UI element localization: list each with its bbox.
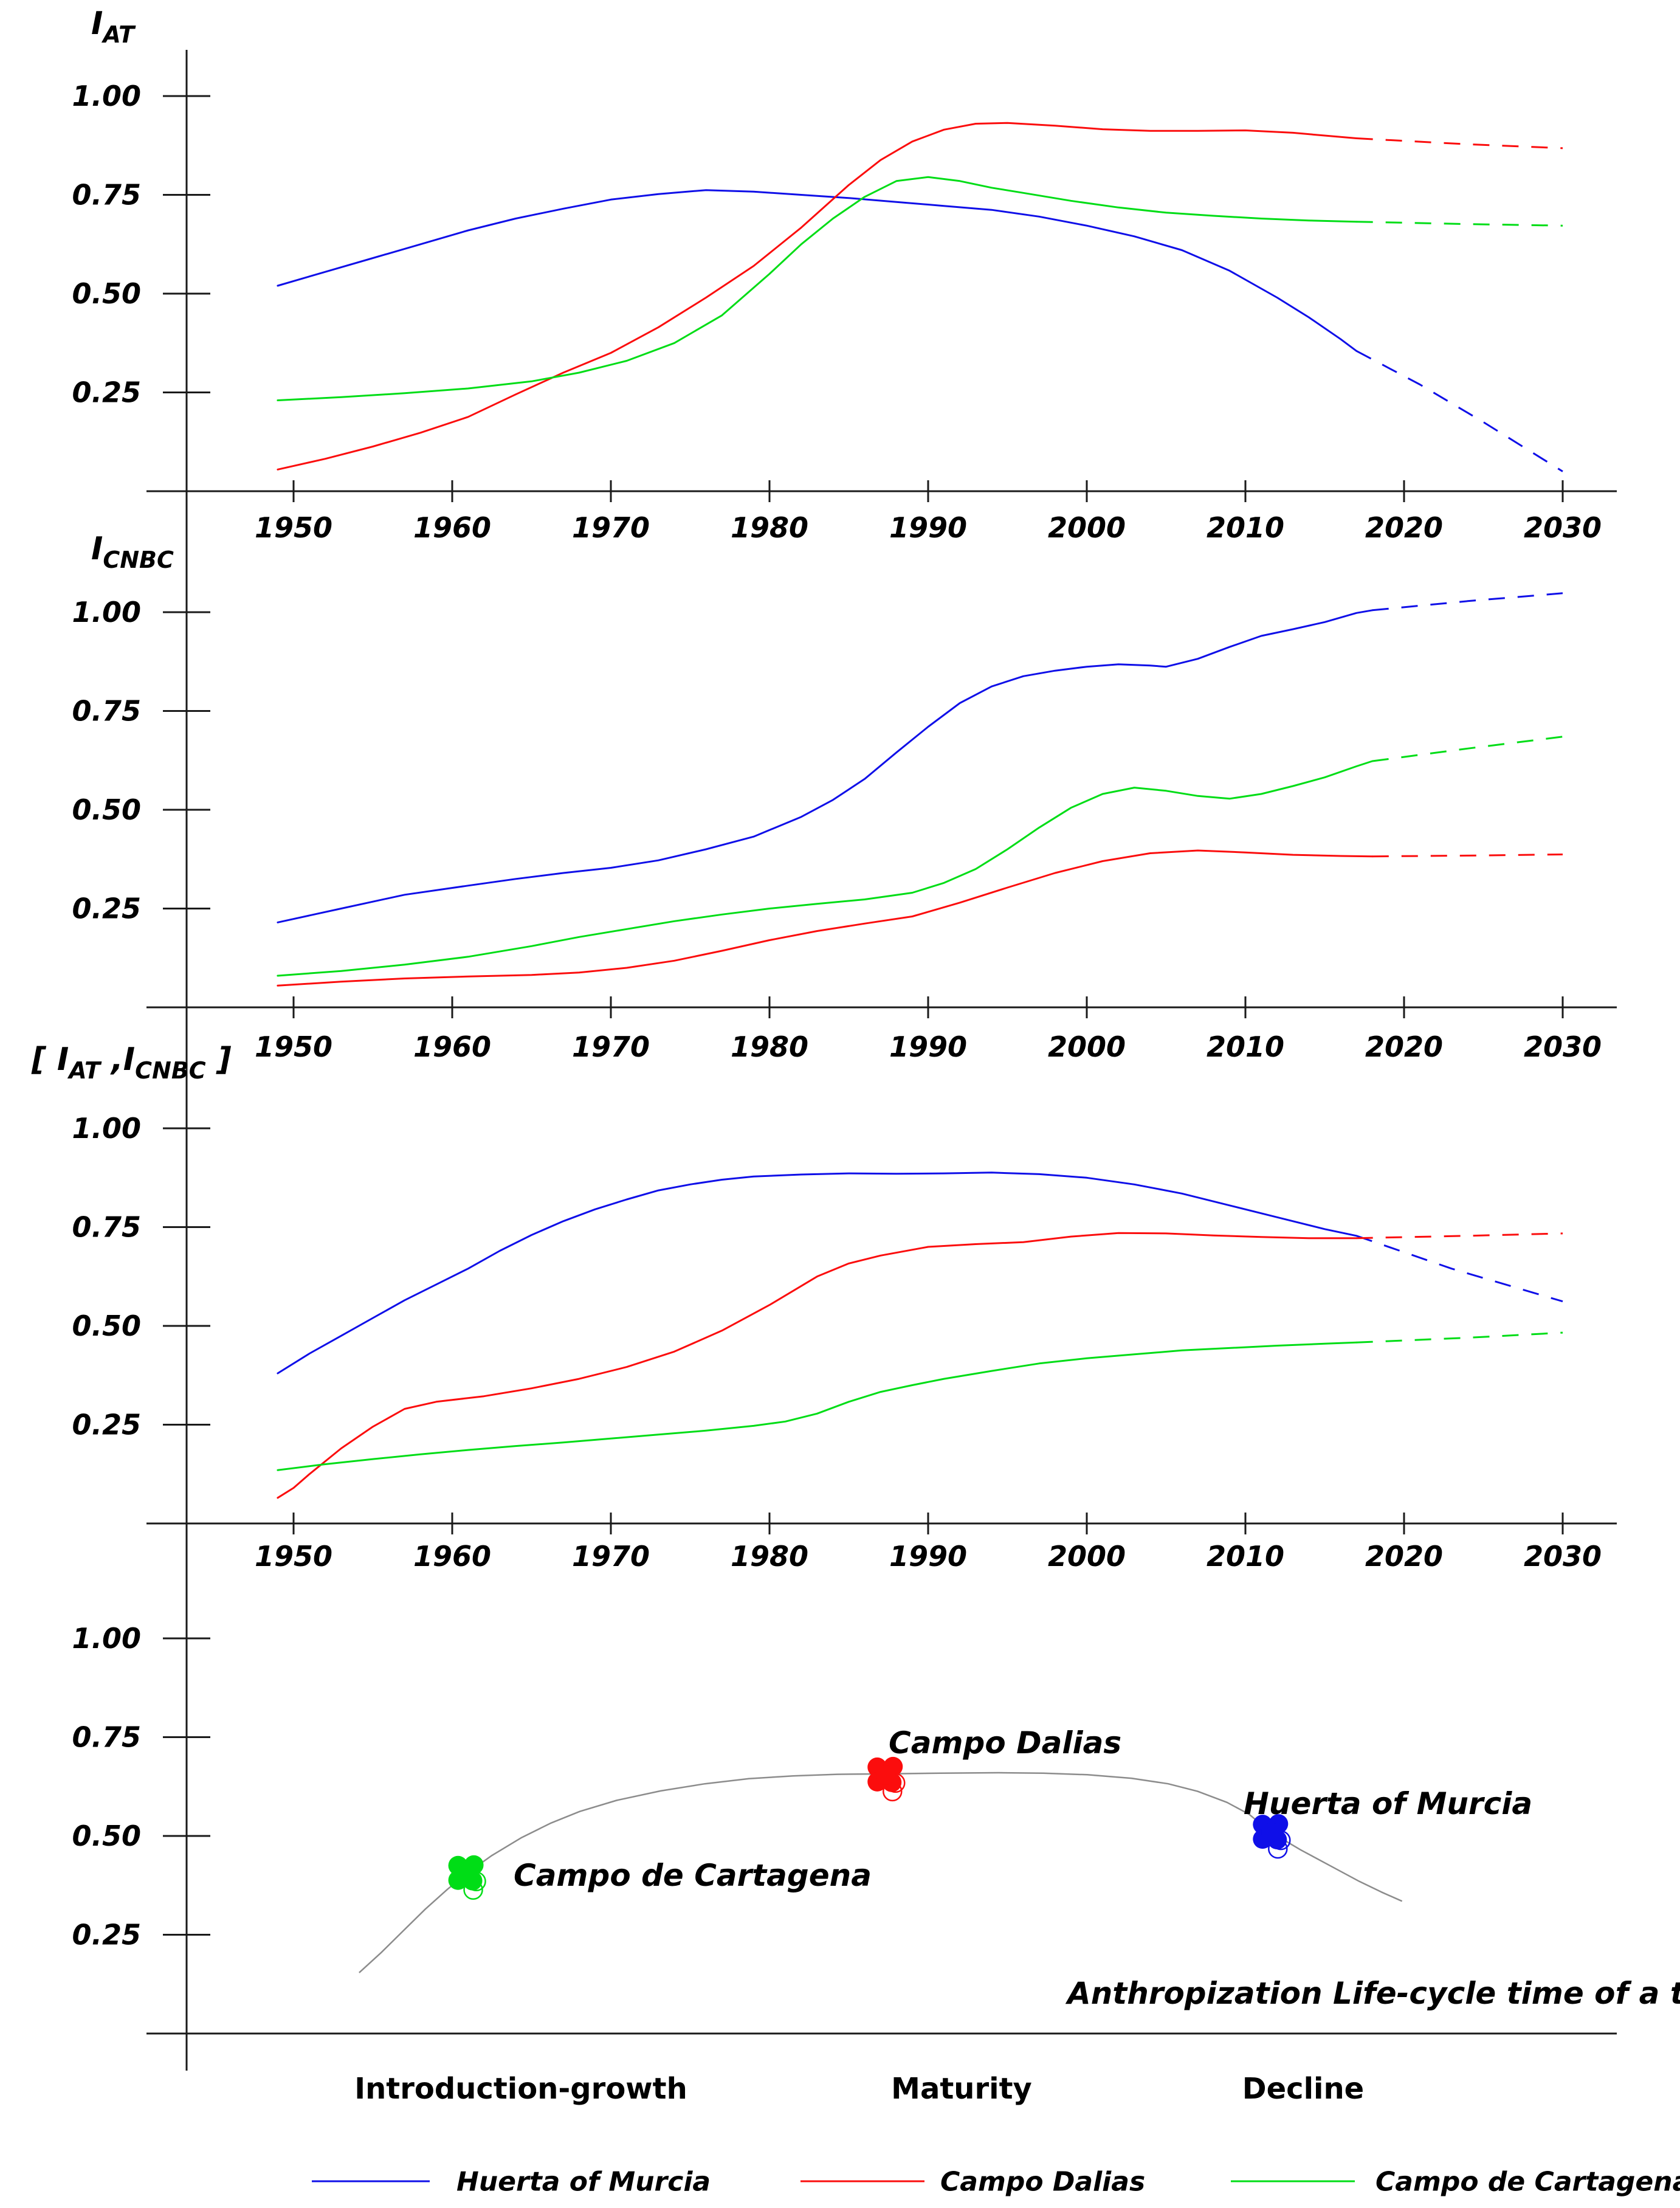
chart-4-ytick-label-0.25: 0.25 xyxy=(72,1919,142,1951)
chart-1-title-part: I xyxy=(91,5,103,42)
chart-3-year-label-1970: 1970 xyxy=(572,1540,650,1573)
chart-3: 1950 1960 1970 1980 1990 2000 2010 2020 2030 1.00… xyxy=(31,1041,1617,1573)
series-campo-de-cartagena-chart3-forecast-dashed xyxy=(1356,1331,1563,1344)
point-cluster-campo-dalias xyxy=(867,1756,906,1802)
chart-1-year-label-2020: 2020 xyxy=(1365,511,1443,544)
chart-1-year-label-2000: 2000 xyxy=(1048,511,1126,544)
chart-1-year-label-1950: 1950 xyxy=(255,511,332,544)
chart-3-ytick-label-1.00: 1.00 xyxy=(72,1112,142,1145)
chart-3-title-part: ,I xyxy=(100,1041,135,1078)
point-label-campo-de-cartagena: Campo de Cartagena xyxy=(514,1858,872,1893)
series-campo-dalias-chart3-forecast-dashed xyxy=(1356,1232,1563,1240)
series-campo-de-cartagena-chart1-solid xyxy=(277,176,1358,401)
chart-2-year-label-1980: 1980 xyxy=(731,1030,808,1063)
series-campo-dalias-chart2-solid xyxy=(277,849,1374,987)
chart-1-ytick-label-1.00: 1.00 xyxy=(72,80,142,112)
chart-2-title-part: I xyxy=(91,531,103,567)
series-huerta-of-murcia-chart3-forecast-dashed xyxy=(1356,1235,1563,1303)
chart-4-ytick-label-0.50: 0.50 xyxy=(72,1820,142,1852)
chart-2-ytick-label-1.00: 1.00 xyxy=(72,596,142,629)
series-campo-dalias-chart3-solid xyxy=(277,1232,1358,1499)
series-campo-dalias-chart1-forecast-dashed xyxy=(1356,137,1563,150)
point-label-huerta-of-murcia: Huerta of Murcia xyxy=(1244,1786,1532,1821)
point-label-campo-dalias: Campo Dalias xyxy=(889,1725,1121,1761)
series-campo-dalias-chart1-solid xyxy=(277,122,1358,471)
chart-3-ytick-label-0.75: 0.75 xyxy=(72,1211,142,1244)
phase-label-introduction-growth: Introduction-growth xyxy=(354,2072,687,2106)
chart-4-ytick-label-0.75: 0.75 xyxy=(72,1721,142,1754)
series-huerta-of-murcia-chart2-solid xyxy=(277,609,1374,923)
chart-1-year-label-2010: 2010 xyxy=(1207,511,1284,544)
chart-2-year-label-1950: 1950 xyxy=(255,1030,332,1063)
phase-label-decline: Decline xyxy=(1242,2072,1364,2106)
chart-3-title-part: CNBC xyxy=(135,1057,206,1084)
point-cluster-huerta-of-murcia xyxy=(1253,1814,1291,1859)
series-huerta-of-murcia-chart1-forecast-dashed xyxy=(1355,350,1563,472)
chart-1: 1950 1960 1970 1980 1990 2000 2010 2020 2030 1.00… xyxy=(72,5,1617,544)
chart-1-year-label-1970: 1970 xyxy=(572,511,650,544)
cluster-filled-circle xyxy=(1261,1823,1281,1843)
series-campo-de-cartagena-chart1-forecast-dashed xyxy=(1356,221,1563,227)
chart-2-year-label-2010: 2010 xyxy=(1207,1030,1284,1063)
legend-label-campo-dalias: Campo Dalias xyxy=(940,2166,1145,2197)
legend: Huerta of Murcia Campo Dalias Campo de Car… xyxy=(312,2166,1680,2197)
chart-3-title: [ IAT ,ICNBC ] xyxy=(31,1041,232,1084)
series-campo-de-cartagena-chart3-solid xyxy=(277,1341,1358,1471)
chart-2-ytick-label-0.75: 0.75 xyxy=(72,695,142,728)
chart-2-year-label-2000: 2000 xyxy=(1048,1030,1126,1063)
chart-1-year-label-1960: 1960 xyxy=(413,511,491,544)
chart-3-ytick-label-0.25: 0.25 xyxy=(72,1409,142,1441)
chart-3-year-label-2030: 2030 xyxy=(1524,1540,1602,1573)
chart-4: 1.00 0.75 0.50 0.25 Campo de Cartagena Campo … xyxy=(72,1622,1680,2106)
chart-1-year-label-1990: 1990 xyxy=(889,511,967,544)
chart-2-ytick-label-0.50: 0.50 xyxy=(72,793,142,826)
chart-3-title-part: [ I xyxy=(31,1041,69,1078)
chart-2-year-label-1960: 1960 xyxy=(413,1030,491,1063)
chart-3-year-label-1960: 1960 xyxy=(413,1540,491,1573)
chart-1-year-label-2030: 2030 xyxy=(1524,511,1602,544)
legend-label-huerta-of-murcia: Huerta of Murcia xyxy=(456,2166,711,2197)
chart-2-year-label-2030: 2030 xyxy=(1524,1030,1602,1063)
chart-3-year-label-1950: 1950 xyxy=(255,1540,332,1573)
series-campo-dalias-chart2-forecast-dashed xyxy=(1372,854,1563,858)
chart-2-ytick-label-0.25: 0.25 xyxy=(72,892,142,925)
chart-1-title: IAT xyxy=(91,5,136,48)
chart-2: 1950 1960 1970 1980 1990 2000 2010 2020 2030 1.00… xyxy=(72,531,1617,1063)
chart-3-year-label-2020: 2020 xyxy=(1365,1540,1443,1573)
cluster-filled-circle xyxy=(456,1863,477,1883)
series-huerta-of-murcia-chart1-solid xyxy=(277,189,1358,352)
chart-1-ytick-label-0.25: 0.25 xyxy=(72,376,142,409)
chart-3-title-part: ] xyxy=(206,1041,232,1078)
series-huerta-of-murcia-chart2-forecast-dashed xyxy=(1372,592,1563,612)
chart-2-title-part: CNBC xyxy=(103,547,174,573)
chart-1-ytick-label-0.75: 0.75 xyxy=(72,179,142,212)
chart-3-year-label-2000: 2000 xyxy=(1048,1540,1126,1573)
chart-4-ytick-label-1.00: 1.00 xyxy=(72,1622,142,1655)
series-huerta-of-murcia-chart3-solid xyxy=(277,1171,1358,1375)
chart-3-year-label-1990: 1990 xyxy=(889,1540,967,1573)
chart-2-title: ICNBC xyxy=(91,531,174,573)
chart-2-year-label-2020: 2020 xyxy=(1365,1030,1443,1063)
chart-2-year-label-1970: 1970 xyxy=(572,1030,650,1063)
lifecycle-axis-annotation: Anthropization Life-cycle time of a terr… xyxy=(1065,1976,1680,2011)
chart-1-year-label-1980: 1980 xyxy=(731,511,808,544)
chart-2-year-label-1990: 1990 xyxy=(889,1030,967,1063)
series-campo-de-cartagena-chart2-solid xyxy=(277,760,1374,977)
series-campo-de-cartagena-chart2-forecast-dashed xyxy=(1372,736,1563,762)
chart-3-title-part: AT xyxy=(67,1057,102,1084)
phase-label-maturity: Maturity xyxy=(891,2072,1032,2106)
chart-3-year-label-2010: 2010 xyxy=(1207,1540,1284,1573)
cluster-filled-circle xyxy=(876,1765,896,1785)
chart-3-year-label-1980: 1980 xyxy=(731,1540,808,1573)
chart-1-ytick-label-0.50: 0.50 xyxy=(72,277,142,310)
point-cluster-campo-de-cartagena xyxy=(448,1855,486,1900)
chart-3-ytick-label-0.50: 0.50 xyxy=(72,1309,142,1342)
chart-1-title-part: AT xyxy=(101,21,136,48)
legend-label-campo-de-cartagena: Campo de Cartagena xyxy=(1375,2166,1680,2197)
